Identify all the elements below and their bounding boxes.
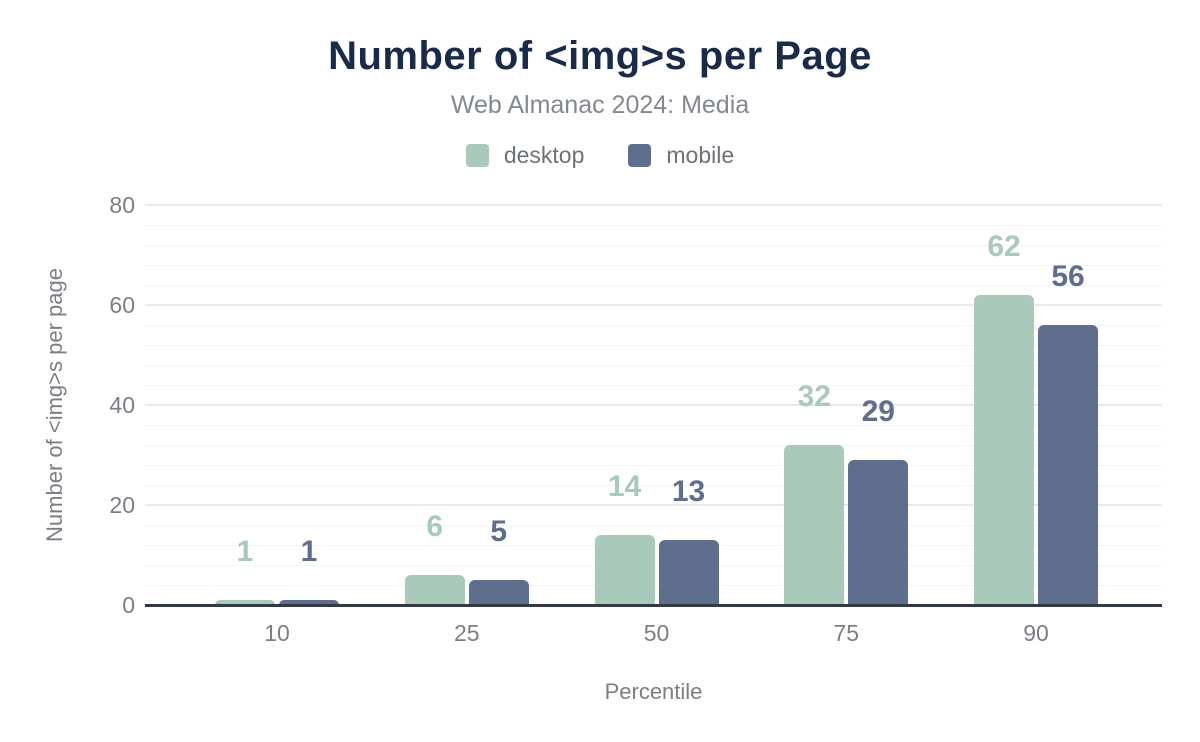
minor-gridline: [145, 385, 1162, 386]
mobile-swatch-icon: [628, 144, 652, 167]
plot-area: 1 1 6 5 14 13 32 29 62 56: [145, 204, 1162, 605]
major-gridline: [145, 504, 1162, 506]
minor-gridline: [145, 365, 1162, 366]
legend-item-mobile: mobile: [628, 142, 734, 169]
mobile-value-label: 1: [300, 535, 318, 568]
desktop-value-label: 6: [426, 510, 444, 543]
x-tick-label: 10: [264, 620, 290, 646]
mobile-value-label: 5: [490, 515, 508, 548]
minor-gridline: [145, 465, 1162, 466]
minor-gridline: [145, 525, 1162, 526]
desktop-bar: [404, 575, 465, 605]
x-tick-label: 90: [1023, 620, 1049, 646]
mobile-bar: [1038, 325, 1098, 605]
minor-gridline: [145, 325, 1162, 326]
y-tick-label: 20: [109, 492, 135, 518]
mobile-bar: [279, 600, 339, 605]
legend-label-desktop: desktop: [503, 142, 585, 168]
desktop-value-label: 14: [607, 470, 642, 503]
major-gridline: [145, 404, 1162, 406]
minor-gridline: [145, 425, 1162, 426]
mobile-bar: [468, 580, 529, 605]
desktop-bar: [974, 295, 1034, 605]
legend: desktop mobile: [0, 142, 1200, 169]
desktop-bar: [215, 600, 275, 605]
x-axis-title: Percentile: [604, 679, 703, 704]
chart-subtitle: Web Almanac 2024: Media: [450, 91, 750, 119]
minor-gridline: [145, 445, 1162, 446]
mobile-value-label: 13: [671, 475, 706, 508]
x-tick-label: 75: [833, 620, 860, 646]
minor-gridline: [145, 225, 1162, 226]
x-tick-label: 25: [453, 620, 480, 646]
y-tick-label: 40: [109, 392, 135, 418]
legend-label-mobile: mobile: [666, 142, 735, 168]
desktop-swatch-icon: [465, 144, 489, 167]
mobile-value-label: 29: [861, 395, 895, 428]
y-tick-label: 80: [109, 192, 135, 218]
desktop-bar: [784, 445, 845, 605]
chart-title: Number of <img>s per Page: [328, 34, 872, 78]
x-axis-line: [145, 604, 1162, 607]
legend-item-desktop: desktop: [465, 142, 585, 169]
y-tick-label: 0: [122, 592, 135, 618]
mobile-bar: [658, 540, 719, 605]
minor-gridline: [145, 485, 1162, 486]
minor-gridline: [145, 265, 1162, 266]
mobile-bar: [848, 460, 909, 605]
minor-gridline: [145, 285, 1162, 286]
x-tick-label: 50: [643, 620, 670, 646]
desktop-value-label: 62: [987, 230, 1021, 263]
major-gridline: [145, 204, 1162, 206]
desktop-bar: [594, 535, 655, 605]
minor-gridline: [145, 245, 1162, 246]
minor-gridline: [145, 345, 1162, 346]
y-tick-label: 60: [109, 292, 135, 318]
desktop-value-label: 32: [797, 380, 831, 413]
mobile-value-label: 56: [1051, 260, 1085, 293]
desktop-value-label: 1: [236, 535, 254, 568]
major-gridline: [145, 304, 1162, 306]
